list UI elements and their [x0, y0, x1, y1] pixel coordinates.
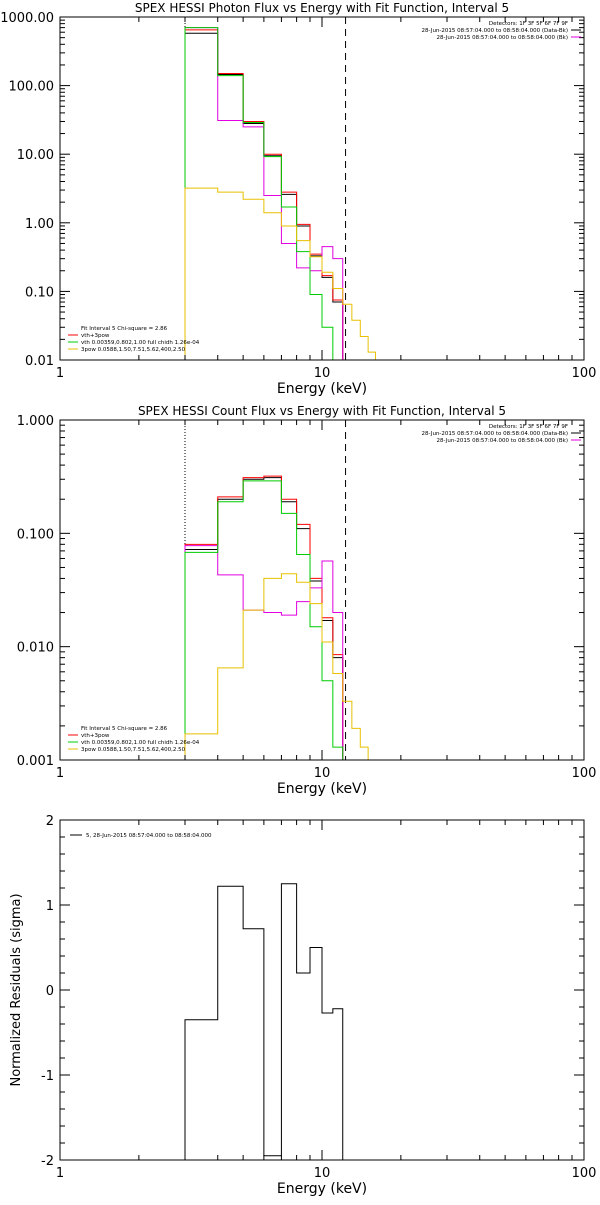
y-axis-label: Normalized Residuals (sigma): [9, 893, 24, 1086]
y-tick-label: 0.100: [17, 527, 54, 542]
x-tick-label: 100: [572, 366, 597, 381]
legend-text: vth 0.00359,0.802,1.00 full chidh 1.26e-…: [81, 340, 200, 346]
y-tick-label: -1: [41, 1069, 54, 1084]
legend-text: 3pow 0.0588,1.50,7.51,5.62,400,2.50: [81, 747, 186, 753]
y-tick-label: 2: [46, 814, 54, 829]
series-group: [184, 27, 376, 360]
y-tick-label: 0: [46, 984, 54, 999]
y-tick-label: 0.01: [25, 354, 54, 369]
legend-text: vth+3pow: [81, 733, 110, 739]
y-tick-label: 0.10: [25, 285, 54, 300]
legend-text: vth 0.00359,0.802,1.00 full chidh 1.26e-…: [81, 740, 200, 746]
legend-text: 3pow 0.0588,1.50,7.51,5.62,400,2.50: [81, 347, 186, 353]
series-line-2: [184, 27, 353, 360]
legend-text: 28-Jun-2015 08:57:04.000 to 08:58:04.000…: [422, 431, 568, 437]
legend-text: Detectors: 1F 3F 5F 6F 7F 9F: [489, 21, 568, 27]
x-tick-label: 10: [314, 1166, 331, 1181]
series-group: [184, 475, 369, 760]
chart-title: SPEX HESSI Photon Flux vs Energy with Fi…: [135, 1, 509, 15]
series-group: [184, 883, 344, 1160]
series-line-4: [184, 573, 369, 760]
y-tick-label: 1: [46, 899, 54, 914]
y-tick-label: -2: [41, 1154, 54, 1169]
x-tick-label: 1: [56, 1166, 64, 1181]
x-axis-label: Energy (keV): [277, 381, 367, 397]
series-line-2: [184, 545, 353, 760]
x-axis-label: Energy (keV): [277, 781, 367, 797]
y-tick-label: 10.00: [17, 148, 54, 163]
legend-text: 5, 28-Jun-2015 08:57:04.000 to 08:58:04.…: [86, 833, 212, 839]
series-line-3: [184, 480, 353, 760]
y-tick-label: 1.00: [25, 217, 54, 232]
legend-text: Detectors: 1F 3F 5F 6F 7F 9F: [489, 424, 568, 430]
x-tick-label: 10: [314, 766, 331, 781]
series-line-4: [184, 187, 376, 360]
legend-text: Fit Interval 5 Chi-square = 2.86: [81, 326, 168, 332]
y-tick-label: 1.000: [17, 414, 54, 429]
legend-text: 28-Jun-2015 08:57:04.000 to 08:58:04.000…: [422, 28, 568, 34]
x-axis-label: Energy (keV): [277, 1181, 367, 1197]
series-line-0: [184, 477, 344, 760]
legend-text: 28-Jun-2015 08:57:04.000 to 08:58:04.000…: [436, 438, 568, 444]
x-tick-label: 100: [572, 1166, 597, 1181]
series-line-0: [184, 883, 344, 1160]
y-tick-label: 1000.00: [0, 11, 54, 26]
x-tick-label: 1: [56, 366, 64, 381]
y-tick-label: 0.001: [17, 754, 54, 769]
chart-title: SPEX HESSI Count Flux vs Energy with Fit…: [138, 404, 506, 418]
legend-text: vth+3pow: [81, 333, 110, 339]
legend-text: Fit Interval 5 Chi-square = 2.86: [81, 726, 168, 732]
y-tick-label: 0.010: [17, 641, 54, 656]
series-line-1: [184, 475, 344, 760]
series-line-3: [184, 27, 353, 360]
x-tick-label: 1: [56, 766, 64, 781]
legend-text: 28-Jun-2015 08:57:04.000 to 08:58:04.000…: [436, 35, 568, 41]
x-tick-label: 10: [314, 366, 331, 381]
series-line-0: [184, 32, 353, 360]
x-tick-label: 100: [572, 766, 597, 781]
y-tick-label: 100.00: [9, 80, 55, 95]
